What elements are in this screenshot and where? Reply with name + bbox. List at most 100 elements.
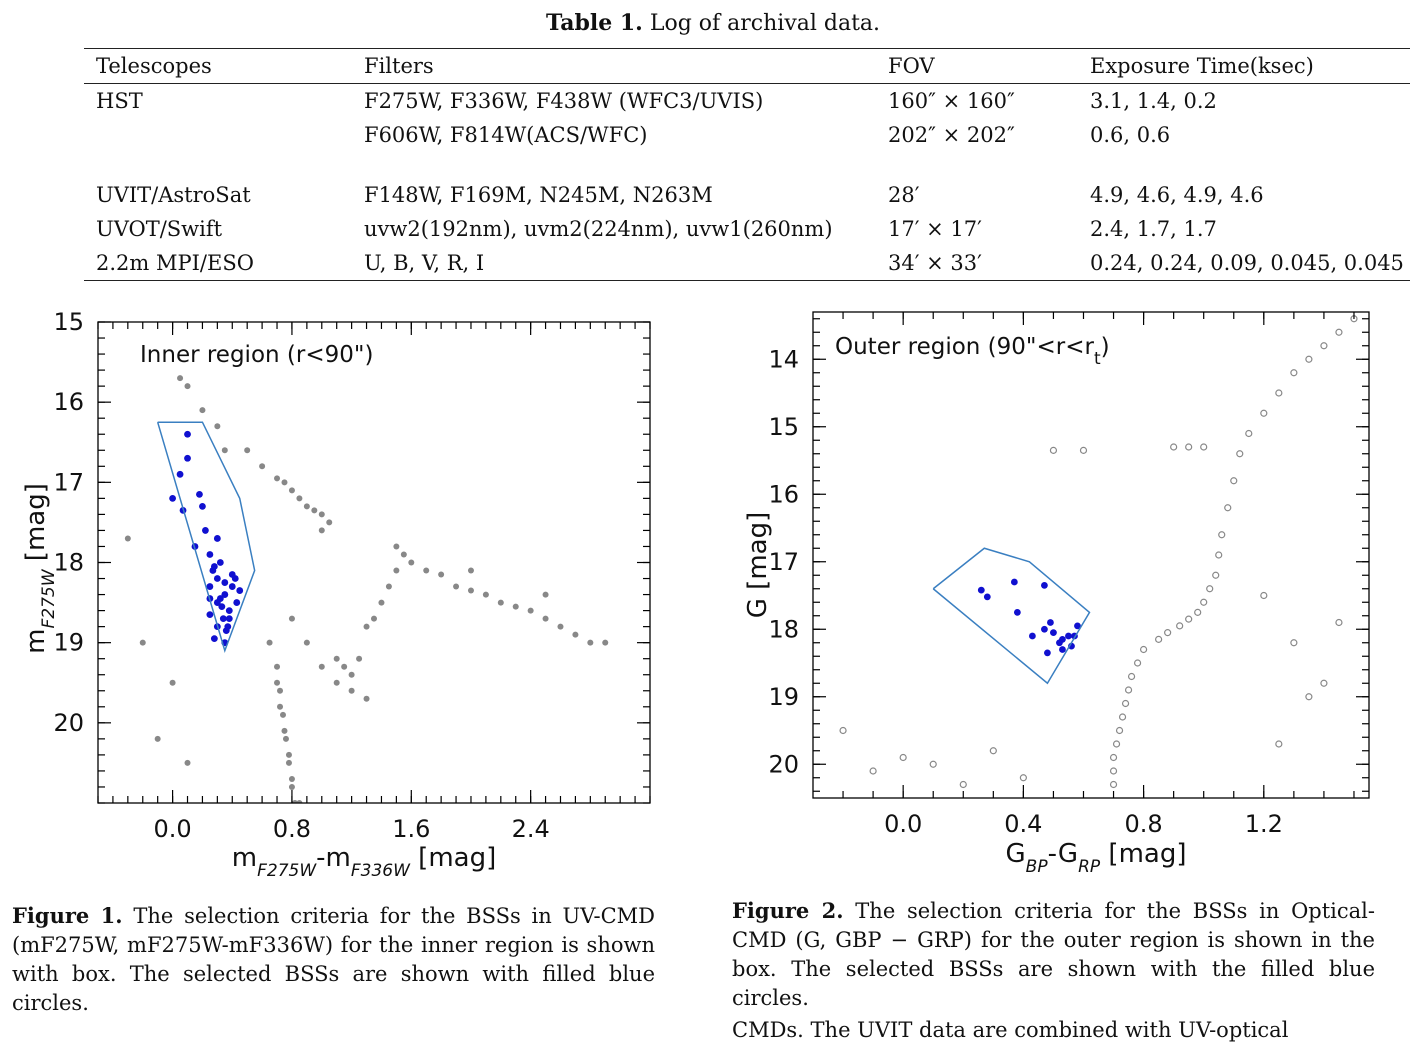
star-point (285, 759, 292, 766)
bss-point (225, 615, 233, 623)
star-point (184, 383, 191, 390)
y-tick-label: 19 (53, 629, 84, 657)
cell-fov: 202″ × 202″ (888, 123, 1015, 147)
star-point (1155, 635, 1163, 643)
bss-point (1059, 646, 1066, 653)
x-tick-label: 1.6 (392, 815, 430, 843)
star-point (274, 475, 281, 482)
star-point (602, 639, 609, 646)
bss-point (1013, 608, 1021, 616)
star-point (1164, 629, 1172, 637)
star-point (277, 687, 284, 694)
star-point (348, 687, 355, 694)
star-point (1176, 622, 1184, 630)
y-axis-label: mF275W [mag] (21, 483, 59, 654)
star-point (1112, 740, 1121, 748)
data-points (839, 315, 1358, 789)
bss-point (199, 502, 206, 510)
star-point (266, 639, 273, 646)
star-point (139, 639, 146, 646)
star-point (400, 551, 407, 558)
star-point (288, 783, 295, 790)
star-point (303, 639, 310, 646)
star-point (542, 615, 549, 622)
y-tick-label: 20 (53, 709, 84, 737)
bss-point (216, 559, 224, 566)
star-series (124, 375, 609, 803)
star-point (1115, 726, 1124, 735)
header-exposure: Exposure Time(ksec) (1090, 54, 1314, 78)
y-tick-label: 15 (53, 308, 84, 336)
star-point (393, 543, 400, 550)
star-point (1320, 679, 1328, 687)
star-point (177, 375, 184, 382)
tick-marks (813, 312, 1369, 798)
star-point (1139, 645, 1148, 654)
table-row: UVOT/Swift uvw2(192nm), uvm2(224nm), uvw… (84, 212, 1410, 246)
star-point (326, 519, 333, 526)
cell-fov: 28′ (888, 183, 920, 207)
y-tick-label: 14 (768, 345, 799, 373)
cell-filters: uvw2(192nm), uvm2(224nm), uvw1(260nm) (364, 217, 833, 241)
star-point (1206, 585, 1214, 593)
star-point (371, 615, 377, 622)
bss-point (225, 607, 233, 614)
star-point (1305, 693, 1313, 701)
table-caption: Table 1. Log of archival data. (0, 10, 1426, 36)
cell-exposure: 2.4, 1.7, 1.7 (1090, 217, 1217, 241)
star-point (408, 559, 415, 566)
star-point (527, 607, 534, 614)
star-point (839, 726, 847, 735)
star-point (393, 567, 400, 574)
star-point (1260, 591, 1268, 600)
star-point (318, 663, 325, 670)
star-point (1019, 774, 1027, 782)
bss-point (1028, 632, 1036, 640)
cell-fov: 17′ × 17′ (888, 217, 982, 241)
star-point (385, 583, 392, 590)
star-point (1109, 753, 1118, 762)
bss-point (1010, 578, 1018, 586)
bss-point (206, 551, 214, 558)
star-point (438, 571, 445, 578)
star-point (333, 655, 340, 662)
star-point (274, 679, 281, 686)
tick-marks (97, 321, 651, 804)
header-telescopes: Telescopes (96, 54, 212, 78)
star-point (1121, 699, 1130, 708)
figure-1-caption: Figure 1. The selection criteria for the… (12, 901, 655, 1018)
table-row: 2.2m MPI/ESO U, B, V, R, I 34′ × 33′ 0.2… (84, 246, 1410, 281)
y-tick-label: 17 (768, 548, 799, 576)
bss-point (1065, 632, 1072, 640)
figure-1-text: The selection criteria for the BSSs in U… (12, 904, 655, 1015)
star-point (1185, 443, 1193, 451)
bss-point (236, 587, 244, 594)
y-tick-label: 15 (768, 413, 799, 441)
bss-point (1056, 639, 1063, 647)
star-point (333, 679, 340, 686)
x-tick-label: 0.0 (884, 810, 922, 838)
star-point (1236, 450, 1244, 458)
star-point (869, 767, 877, 775)
bss-point (216, 595, 224, 602)
star-point (1335, 328, 1343, 336)
bss-point (983, 593, 991, 601)
cell-exposure: 0.6, 0.6 (1090, 123, 1171, 147)
bss-point (1050, 629, 1057, 637)
star-point (274, 663, 281, 670)
star-point (453, 583, 460, 590)
star-point (154, 735, 161, 742)
bss-point (233, 599, 241, 606)
bss-point (219, 615, 227, 623)
bss-series (169, 430, 244, 647)
star-point (1275, 740, 1283, 748)
bss-point (1041, 625, 1048, 633)
star-point (1109, 780, 1118, 789)
table-spacer-row (84, 152, 1410, 178)
star-point (244, 447, 251, 454)
body-text-fragment: CMDs. The UVIT data are combined with UV… (732, 1018, 1289, 1042)
star-point (1133, 659, 1142, 667)
bss-point (213, 535, 221, 542)
cell-exposure: 3.1, 1.4, 0.2 (1090, 89, 1217, 113)
bss-point (210, 563, 218, 570)
